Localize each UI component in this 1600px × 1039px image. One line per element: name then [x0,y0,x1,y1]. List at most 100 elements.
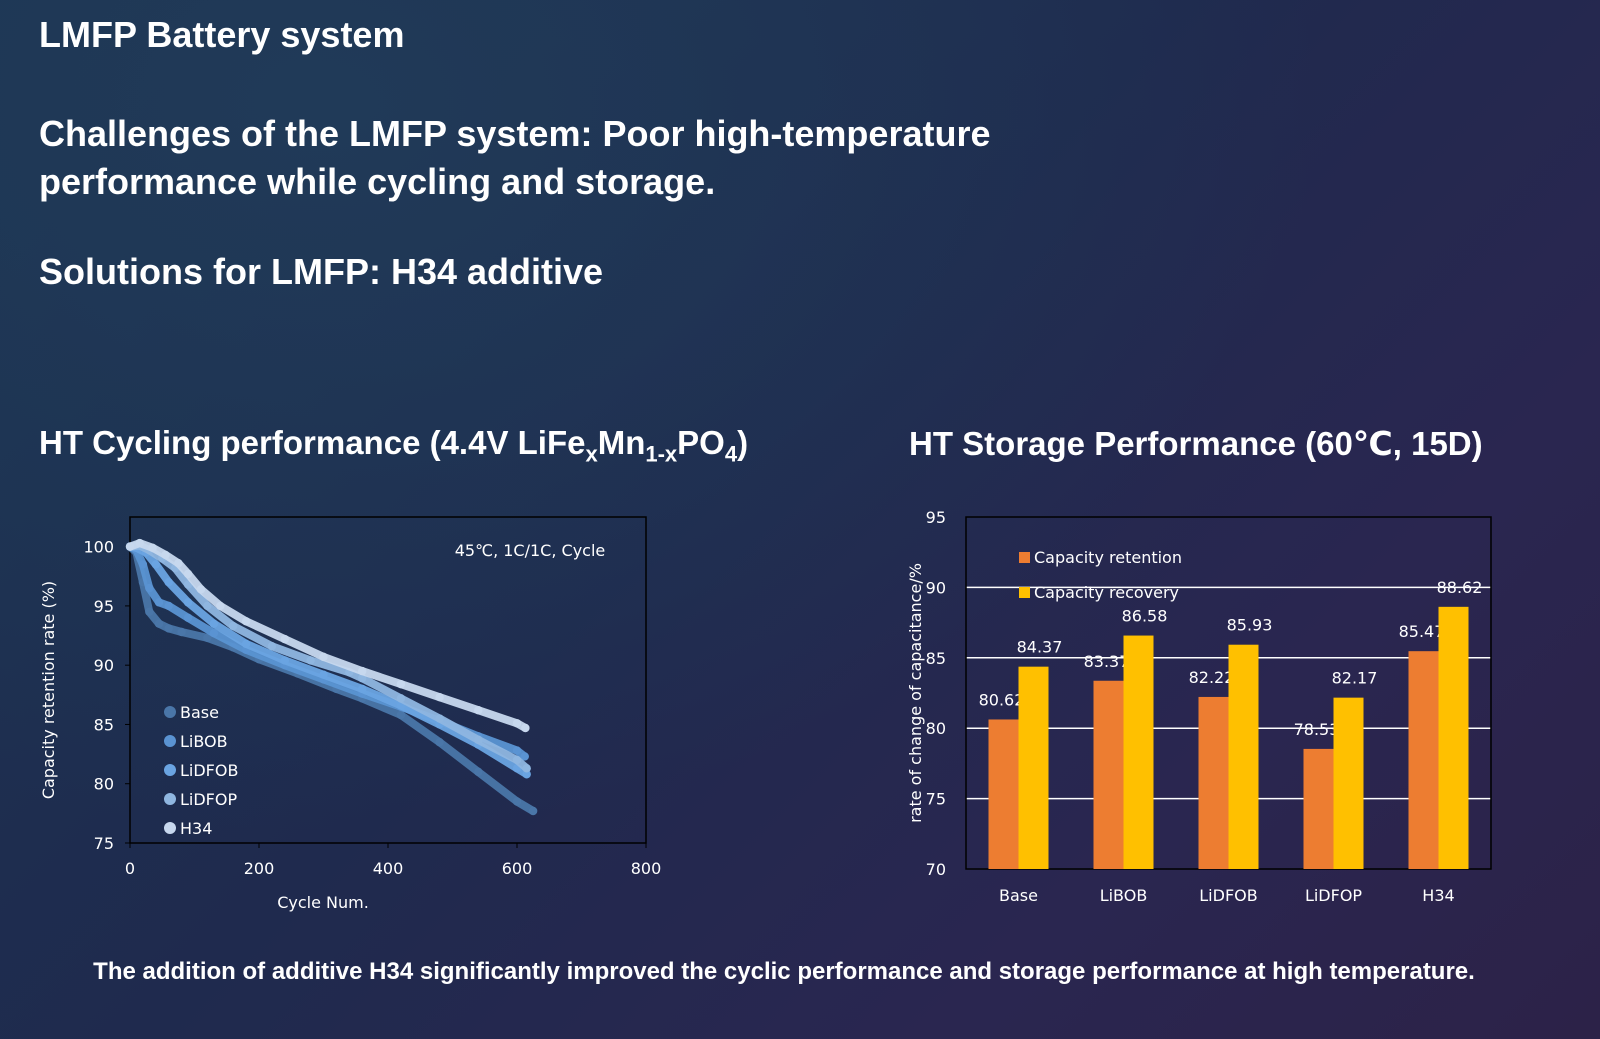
data-label-recovery-h34: 88.62 [1437,578,1483,597]
data-point-libob [154,598,164,607]
cycling-title-mn: Mn [597,424,646,461]
cycling-title-prefix: HT Cycling performance (4.4V LiFe [39,424,586,461]
x-tick-label: 0 [125,859,135,878]
data-point-base [145,607,154,617]
slide-title: LMFP Battery system [39,14,405,55]
data-point-libob [512,746,522,755]
cycling-title-sub-1x: 1-x [645,441,678,467]
data-point-lidfop [203,601,212,611]
data-point-lidfop [474,735,483,745]
data-label-recovery-libob: 86.58 [1122,607,1168,626]
bar-retention-base [988,719,1019,869]
cycling-title-po: PO [677,424,725,461]
cycling-chart-title: HT Cycling performance (4.4V LiFexMn1-xP… [39,424,748,468]
data-point-h34 [161,550,170,560]
data-point-libob [520,752,529,761]
bar-retention-h34 [1408,651,1439,869]
data-point-libob [183,613,193,622]
data-point-base [177,627,186,637]
condition-annotation: 45℃, 1C/1C, Cycle [455,541,606,560]
data-point-libob [138,560,148,569]
data-label-recovery-lidfop: 82.17 [1332,669,1378,688]
bar-retention-lidfop [1303,748,1334,869]
data-point-h34 [358,666,367,676]
bar-recovery-lidfob [1228,644,1259,869]
legend-label-lidfob: LiDFOB [180,761,238,780]
data-point-libob [164,601,173,611]
x-category-label: LiDFOB [1199,886,1257,905]
data-point-base [435,738,444,747]
data-point-lidfop [229,621,238,631]
data-label-retention-libob: 83.37 [1084,652,1130,671]
data-point-lidfop [512,755,522,765]
data-point-h34 [435,692,444,702]
y-tick-label: 90 [94,656,114,675]
y-tick-label: 80 [926,719,946,738]
data-point-h34 [135,538,144,548]
data-point-h34 [196,585,206,594]
data-label-retention-h34: 85.47 [1399,622,1445,641]
y-tick-label: 85 [926,649,946,668]
solutions-text: Solutions for LMFP: H34 additive [39,251,604,292]
data-point-libob [209,628,219,638]
data-point-h34 [148,543,157,553]
y-tick-label: 75 [926,790,946,809]
bar-recovery-h34 [1438,606,1469,869]
data-point-h34 [216,601,225,611]
y-tick-label: 70 [926,860,946,879]
data-point-base [474,767,483,777]
data-point-lidfop [522,764,531,773]
data-label-recovery-lidfob: 85.93 [1227,616,1273,635]
data-point-lidfop [267,642,277,651]
x-axis-label: Cycle Num. [277,893,369,912]
data-point-lidfob [164,578,173,587]
bar-retention-lidfob [1198,696,1229,869]
data-point-lidfob [522,770,531,779]
data-label-retention-lidfob: 82.22 [1189,668,1235,687]
y-tick-label: 95 [926,508,946,527]
data-point-lidfop [435,714,444,723]
data-point-base [512,797,522,806]
data-point-lidfob [280,656,289,665]
data-point-lidfop [306,656,315,665]
data-point-h34 [521,723,530,733]
legend-marker-lidfop [164,793,176,805]
data-point-h34 [174,559,183,568]
x-tick-label: 200 [244,859,275,878]
challenges-line-2: performance while cycling and storage. [39,161,716,202]
data-point-h34 [396,679,406,689]
data-point-lidfob [183,598,193,607]
data-point-base [528,806,538,816]
challenges-line-1: Challenges of the LMFP system: Poor high… [39,113,991,154]
cycling-title-sub-4: 4 [724,441,738,467]
legend-marker-retention [1019,552,1030,563]
data-point-h34 [241,617,251,626]
x-category-label: LiBOB [1100,886,1148,905]
y-tick-label: 85 [94,715,114,734]
x-category-label: LiDFOP [1305,886,1362,905]
data-point-lidfop [358,674,367,683]
data-point-h34 [125,542,135,551]
data-point-base [396,710,406,720]
x-tick-label: 400 [373,859,404,878]
x-category-label: Base [999,886,1038,905]
series-line-lidfob [126,542,531,779]
cycling-title-suffix: ) [737,424,749,461]
data-point-base [154,619,164,628]
data-label-retention-base: 80.62 [979,690,1025,709]
bar-retention-libob [1093,680,1124,869]
y-tick-label: 80 [94,775,114,794]
data-point-h34 [474,706,483,715]
data-point-h34 [512,719,522,728]
data-point-lidfob [319,670,328,679]
data-point-lidfob [358,684,367,694]
y-tick-label: 100 [83,538,114,557]
y-tick-label: 90 [926,578,946,597]
legend-label-h34: H34 [180,819,212,838]
data-point-base [164,624,173,633]
legend-label-recovery: Capacity recovery [1034,583,1179,602]
y-tick-label: 75 [94,834,114,853]
data-point-base [203,633,212,643]
y-tick-label: 95 [94,597,114,616]
bar-recovery-libob [1123,635,1154,869]
